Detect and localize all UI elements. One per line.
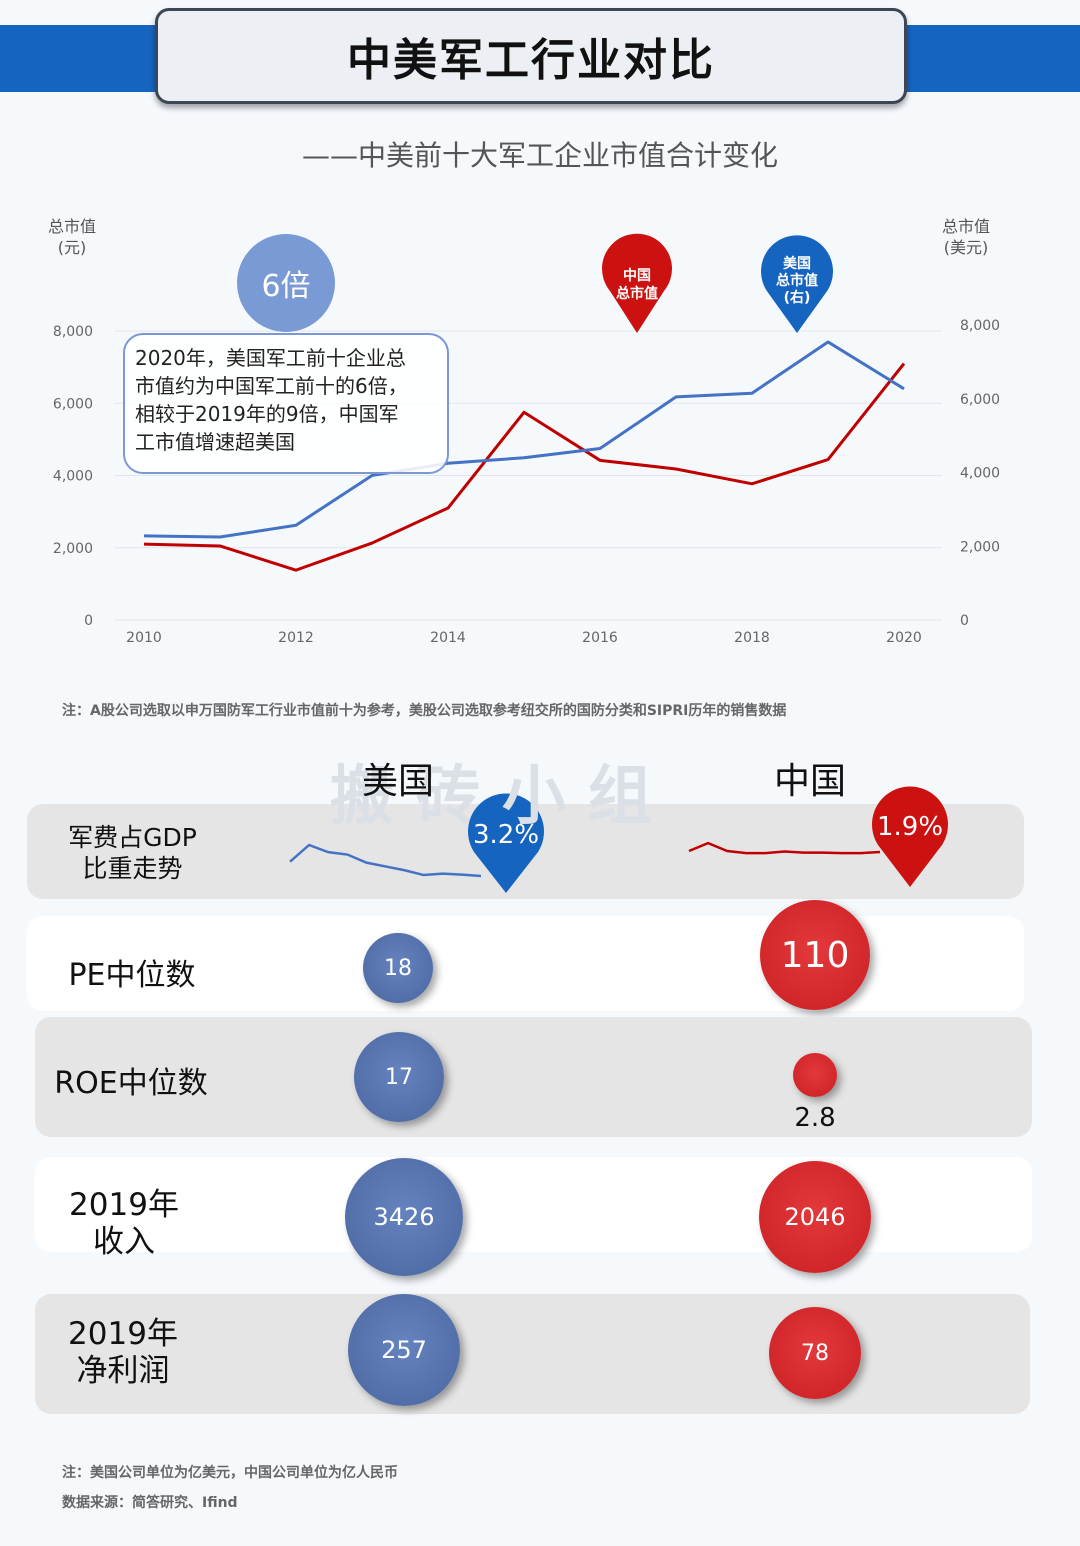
annotation-line: 2020年，美国军工前十企业总 <box>135 346 406 370</box>
cn-revenue-circle: 2046 <box>759 1161 871 1273</box>
watermark: 搬砖小组 <box>330 760 674 834</box>
gdp-row-label-line: 比重走势 <box>82 854 183 883</box>
unit-footnote: 注：美国公司单位为亿美元，中国公司单位为亿人民币 <box>62 1465 398 1481</box>
us-revenue-circle: 3426 <box>345 1158 463 1276</box>
us-column-header: 美国 <box>362 761 435 802</box>
annotation-box: 2020年，美国军工前十企业总 市值约为中国军工前十的6倍， 相较于2019年的… <box>123 333 449 474</box>
left-tick-label: 2,000 <box>53 541 93 557</box>
profit-row-label-line: 2019年 <box>68 1316 178 1352</box>
us-pin-line: 总市值 <box>776 272 818 289</box>
cn-profit-circle: 78 <box>769 1307 861 1399</box>
annotation-line: 工市值增速超美国 <box>135 430 295 454</box>
us-gdp-value: 3.2% <box>473 820 539 850</box>
us-pin-line: 美国 <box>783 255 811 272</box>
chart-subtitle: ——中美前十大军工企业市值合计变化 <box>301 139 778 172</box>
us-pe-circle: 18 <box>363 933 433 1003</box>
profit-row <box>35 1294 1030 1414</box>
revenue-row-label-line: 2019年 <box>69 1187 179 1223</box>
right-tick-label: 0 <box>960 613 969 629</box>
us-pin-marker: 美国 总市值 (右) <box>761 235 834 333</box>
cn-gdp-pin: 1.9% <box>872 786 948 887</box>
cn-column-header: 中国 <box>774 761 847 802</box>
right-axis-caption-line: 总市值 <box>942 217 991 236</box>
us-market-cap-line <box>143 340 905 539</box>
ratio-bubble: 6倍 <box>237 234 335 332</box>
right-tick-label: 4,000 <box>960 466 1000 482</box>
us-roe-circle: 17 <box>354 1032 444 1122</box>
cn-pe-circle: 110 <box>760 900 870 1010</box>
us-pin-line: (右) <box>784 289 811 306</box>
cn-roe-circle <box>793 1053 837 1097</box>
left-tick-label: 0 <box>84 613 93 629</box>
china-pin-line: 总市值 <box>616 285 658 302</box>
profit-row-label: 2019年 净利润 <box>56 1316 190 1390</box>
gdp-row-label: 军费占GDP 比重走势 <box>50 822 215 884</box>
left-axis-caption-line: 总市值 <box>48 217 97 236</box>
pe-row-label: PE中位数 <box>68 958 196 993</box>
x-tick-label: 2014 <box>430 630 466 646</box>
chart-note: 注：A股公司选取以申万国防军工行业市值前十为参考，美股公司选取参考纽交所的国防分… <box>62 703 787 719</box>
roe-row <box>35 1017 1032 1137</box>
page-title: 中美军工行业对比 <box>347 35 715 86</box>
cn-gdp-value: 1.9% <box>877 812 943 842</box>
left-axis-caption: 总市值 (元) <box>48 216 96 258</box>
us-profit-circle: 257 <box>348 1294 460 1406</box>
china-market-cap-line <box>143 362 906 572</box>
left-tick-label: 6,000 <box>53 396 93 412</box>
source-footnote: 数据来源：简答研究、Ifind <box>62 1495 238 1511</box>
annotation-line: 市值约为中国军工前十的6倍， <box>135 374 408 398</box>
x-tick-label: 2010 <box>126 630 162 646</box>
left-tick-label: 8,000 <box>53 324 93 340</box>
annotation-line: 相较于2019年的9倍，中国军 <box>135 402 399 426</box>
revenue-row-label-line: 收入 <box>93 1224 155 1260</box>
x-tick-label: 2020 <box>886 630 922 646</box>
left-axis-caption-line: (元) <box>57 238 87 257</box>
china-pin-line: 中国 <box>623 267 651 284</box>
revenue-row-label: 2019年 收入 <box>58 1187 190 1261</box>
right-tick-label: 6,000 <box>960 392 1000 408</box>
cn-roe-value: 2.8 <box>794 1103 836 1133</box>
gdp-row-label-line: 军费占GDP <box>68 823 197 852</box>
right-axis-caption-line: (美元) <box>943 238 989 257</box>
x-tick-label: 2016 <box>582 630 618 646</box>
cn-gdp-trend-line <box>688 841 881 855</box>
us-gdp-pin: 3.2% <box>468 793 544 893</box>
right-tick-label: 2,000 <box>960 539 1000 555</box>
x-tick-label: 2018 <box>734 630 770 646</box>
right-tick-label: 8,000 <box>960 318 1000 334</box>
left-tick-label: 4,000 <box>53 469 93 485</box>
roe-row-label: ROE中位数 <box>54 1066 208 1101</box>
us-gdp-trend-line <box>289 843 482 878</box>
right-axis-caption: 总市值 (美元) <box>942 216 990 258</box>
x-tick-label: 2012 <box>278 630 314 646</box>
title-box: 中美军工行业对比 <box>155 8 907 104</box>
profit-row-label-line: 净利润 <box>76 1353 170 1389</box>
china-pin-marker: 中国 总市值 <box>602 233 672 333</box>
